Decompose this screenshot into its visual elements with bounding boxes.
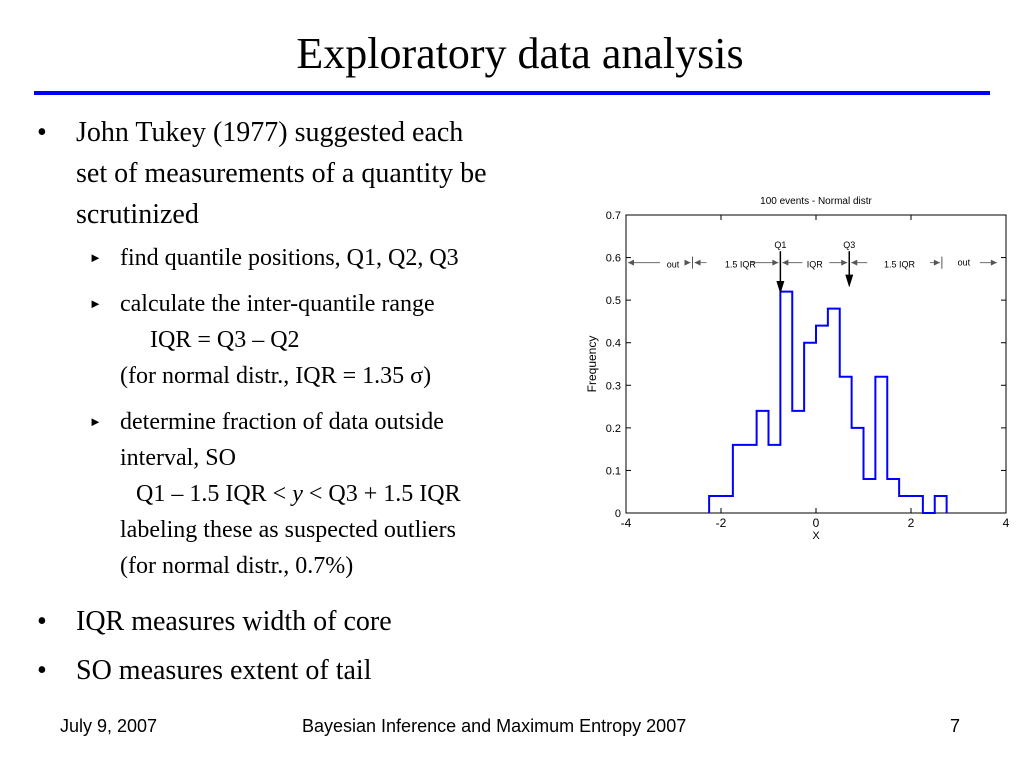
histogram-bar [733, 445, 757, 513]
sub-bullet-iqr: ► calculate the inter-quantile range IQR… [89, 286, 435, 394]
x-axis-label: X [812, 530, 820, 542]
x-tick-label: -4 [621, 516, 632, 530]
histogram-bar [780, 292, 792, 513]
x-tick-label: -2 [716, 516, 727, 530]
q1-label: Q1 [774, 240, 786, 250]
histogram-bar [875, 377, 887, 513]
bullet-iqr-width: • IQR measures width of core [37, 601, 392, 642]
iqr-mid-arrow-r-head [841, 259, 848, 266]
sub-bullet-outliers: ► determine fraction of data outside int… [89, 404, 461, 584]
chart-root: 0 0.1 0.2 0.3 0.4 0.5 0.6 0.7 -4 -2 0 2 4 100 events … [585, 196, 1010, 542]
y-tick-label: 0.5 [606, 295, 621, 307]
q3-arrowhead [845, 274, 854, 288]
arrow-bullet-icon: ► [89, 250, 102, 265]
arrow-bullet-icon: ► [89, 296, 102, 311]
iqr-mid-label: IQR [807, 260, 824, 270]
histogram-bar [887, 479, 899, 513]
iqr-mid-arrow-l-head [782, 259, 789, 266]
sub-bullet-line: interval, SO [120, 445, 236, 471]
histogram-bar [769, 445, 781, 513]
bullet-dot: • [37, 117, 47, 148]
x-tick-label: 2 [908, 516, 915, 530]
iqr-right-arrow-l-head [851, 259, 858, 266]
sub-bullet-line: labeling these as suspected outliers [120, 517, 456, 543]
histogram-bar [816, 326, 828, 513]
iqr-left-label: 1.5 IQR [725, 260, 757, 270]
lt-symbol: < [308, 481, 323, 507]
q1-arrowhead [776, 280, 785, 294]
sub-bullet-line: (for normal distr., 0.7%) [120, 553, 354, 579]
footer-title: Bayesian Inference and Maximum Entropy 2… [302, 716, 687, 736]
slide-title: Exploratory data analysis [296, 29, 744, 78]
histogram-chart: 0 0.1 0.2 0.3 0.4 0.5 0.6 0.7 -4 -2 0 2 4 100 events … [585, 196, 1010, 542]
footer-page-number: 7 [950, 716, 961, 736]
title-divider [34, 91, 990, 95]
iqr-left-arrow-r-head [772, 259, 779, 266]
bullet-line: scrutinized [76, 199, 199, 230]
y-tick-label: 0.7 [606, 210, 621, 222]
sub-bullet-line: find quantile positions, Q1, Q2, Q3 [120, 245, 459, 271]
footer-date: July 9, 2007 [60, 716, 158, 736]
interval-lower: Q1 – 1.5 IQR [136, 481, 267, 507]
sub-bullet-quantiles: ► find quantile positions, Q1, Q2, Q3 [89, 240, 459, 276]
q3-label: Q3 [843, 240, 855, 250]
y-tick-label: 0.3 [606, 380, 621, 392]
y-tick-label: 0.4 [606, 338, 621, 350]
y-tick-label: 0.6 [606, 253, 621, 265]
bullet-line: John Tukey (1977) suggested each [76, 117, 464, 148]
bullet-so-tail: • SO measures extent of tail [37, 650, 372, 691]
chart-title: 100 events - Normal distr [760, 196, 872, 207]
histogram-bar [828, 309, 840, 513]
bullet-line: IQR measures width of core [76, 606, 392, 637]
iqr-right-arrow-r-head [933, 259, 940, 266]
histogram-bar [852, 428, 864, 513]
iqr-left-arrow-head [694, 259, 701, 266]
x-tick-label: 4 [1003, 516, 1010, 530]
sub-bullet-line: determine fraction of data outside [120, 409, 444, 435]
bullet-dot: • [37, 655, 47, 686]
variable-y: y [292, 481, 303, 507]
lt-symbol: < [272, 481, 287, 507]
out-left-arrow-r-head [684, 259, 691, 266]
out-left-arrow-head [628, 259, 634, 266]
histogram-outline [708, 290, 948, 514]
histogram-bar [864, 479, 876, 513]
iqr-formula: IQR = Q3 – Q2 [150, 327, 300, 353]
y-tick-label: 0.2 [606, 423, 621, 435]
interval-upper: Q3 + 1.5 IQR [328, 481, 461, 507]
sub-bullet-line: (for normal distr., IQR = 1.35 σ) [120, 363, 432, 389]
histogram-bar [840, 377, 852, 513]
out-right-label: out [958, 258, 971, 268]
y-axis-label: Frequency [585, 336, 599, 393]
bullet-line: SO measures extent of tail [76, 655, 372, 686]
iqr-right-label: 1.5 IQR [884, 260, 916, 270]
y-tick-label: 0 [615, 508, 621, 520]
bullet-line: set of measurements of a quantity be [76, 158, 487, 189]
x-tick-label: 0 [813, 516, 820, 530]
bullet-dot: • [37, 606, 47, 637]
sub-bullet-line: calculate the inter-quantile range [120, 291, 435, 317]
y-tick-label: 0.1 [606, 465, 621, 477]
out-left-label: out [667, 260, 680, 270]
histogram-bar [935, 496, 947, 513]
histogram-bar [804, 343, 816, 513]
bullet-tukey: • John Tukey (1977) suggested each set o… [37, 112, 487, 235]
outlier-interval: Q1 – 1.5 IQR < y < Q3 + 1.5 IQR [120, 476, 461, 512]
arrow-bullet-icon: ► [89, 414, 102, 429]
histogram-bar [792, 411, 804, 513]
histogram-bar [757, 411, 769, 513]
out-right-arrow-head [990, 259, 997, 266]
